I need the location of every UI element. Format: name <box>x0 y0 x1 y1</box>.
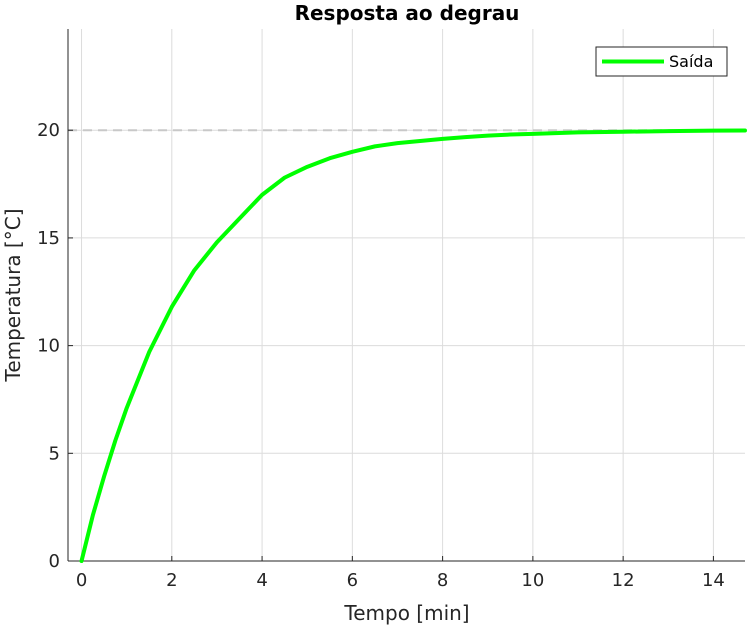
y-tick-label: 15 <box>37 228 60 249</box>
y-tick-label: 10 <box>37 336 60 357</box>
x-tick-label: 10 <box>521 570 544 591</box>
x-tick-label: 8 <box>437 570 448 591</box>
chart-title: Resposta ao degrau <box>295 1 520 25</box>
series-layer <box>79 128 747 563</box>
x-tick-label: 2 <box>166 570 177 591</box>
axes <box>67 29 745 562</box>
x-tick-label: 12 <box>612 570 635 591</box>
y-tick-label: 20 <box>37 120 60 141</box>
legend: Saída <box>595 46 728 77</box>
y-axis-label: Temperatura [°C] <box>1 208 25 382</box>
x-tick-label: 14 <box>702 570 725 591</box>
x-tick-label: 0 <box>76 570 87 591</box>
x-tick-label: 4 <box>256 570 267 591</box>
tick-labels: 0 2 4 6 8 10 12 14 0 5 10 15 20 <box>37 120 725 591</box>
y-tick-label: 0 <box>49 551 60 572</box>
y-tick-label: 5 <box>49 443 60 464</box>
x-tick-label: 6 <box>347 570 358 591</box>
series-line-saida <box>79 128 747 563</box>
x-axis-label: Tempo [min] <box>343 601 469 625</box>
grid <box>68 29 745 562</box>
legend-label-saida: Saída <box>669 52 713 71</box>
